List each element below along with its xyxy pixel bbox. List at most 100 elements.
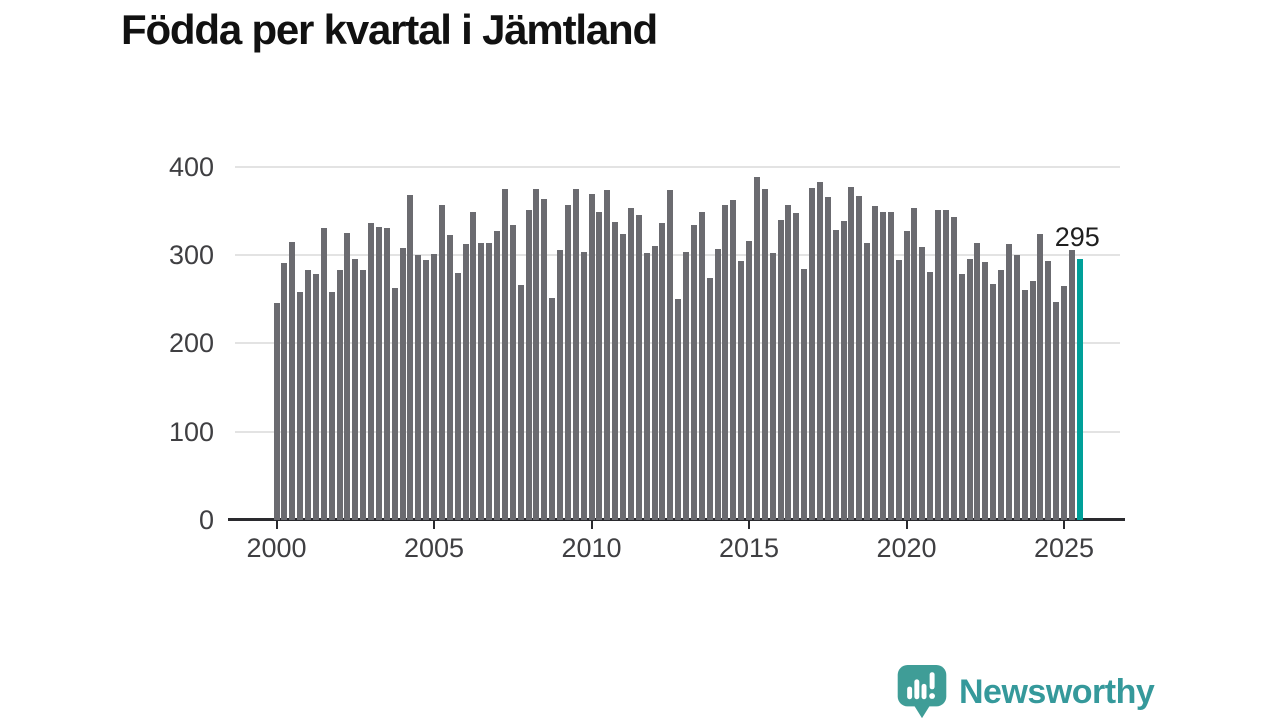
bar — [942, 209, 949, 520]
y-axis-label-100: 100 — [168, 416, 214, 447]
bar — [698, 211, 705, 520]
bar — [580, 252, 587, 520]
bar — [1045, 261, 1052, 520]
bar — [966, 259, 973, 520]
bar — [1061, 285, 1067, 520]
bar — [517, 284, 524, 520]
brand-footer: Newsworthy — [895, 664, 1155, 720]
x-axis-tick-2025 — [1063, 521, 1065, 529]
bar — [328, 291, 335, 520]
bar — [588, 193, 595, 520]
bar — [667, 190, 674, 520]
bar — [714, 248, 721, 520]
y-axis-label-400: 400 — [168, 151, 214, 182]
bar — [950, 216, 957, 520]
x-axis-label-2010: 2010 — [561, 533, 622, 563]
newsworthy-logo-icon — [897, 665, 947, 719]
bar — [289, 241, 296, 520]
x-axis-label-2025: 2025 — [1033, 533, 1095, 563]
bar — [273, 303, 280, 520]
bar — [564, 204, 571, 520]
highlight-value-label: 295 — [1054, 222, 1100, 253]
bar — [785, 204, 792, 520]
bar — [620, 233, 626, 520]
x-axis-label-2000: 2000 — [246, 533, 307, 563]
bar — [864, 242, 871, 520]
bar — [1021, 290, 1028, 520]
bar — [683, 252, 689, 520]
bar — [1029, 281, 1036, 520]
bar — [478, 242, 485, 520]
bar — [612, 222, 619, 520]
bar — [509, 224, 516, 520]
bar — [919, 246, 926, 520]
bar — [753, 177, 760, 520]
x-axis-label-2020: 2020 — [876, 533, 937, 563]
bar — [635, 215, 642, 520]
chart-title: Födda per kvartal i Jämtland — [121, 6, 658, 53]
bar — [557, 250, 563, 520]
bar — [911, 208, 918, 520]
bar — [1037, 233, 1044, 520]
bar — [722, 205, 729, 520]
bar-chart-plot: 0 100 200 300 400 2000 2005 2010 2015 2020 2025 295 — [168, 151, 1125, 563]
bar — [533, 188, 540, 520]
bar — [604, 190, 611, 520]
bar — [793, 213, 800, 520]
bar — [336, 269, 343, 520]
bar — [974, 243, 981, 520]
bar — [391, 287, 398, 520]
bar — [801, 269, 808, 520]
bar — [816, 182, 823, 520]
bar — [572, 189, 579, 520]
bar — [375, 226, 382, 520]
bar — [1053, 301, 1060, 520]
bar — [399, 247, 406, 520]
bar — [486, 242, 493, 520]
bar — [982, 261, 989, 520]
bar — [848, 186, 855, 520]
y-axis-label-300: 300 — [168, 239, 214, 270]
bar — [706, 277, 713, 520]
bar — [856, 195, 863, 520]
bar — [407, 194, 414, 520]
bar — [297, 291, 304, 520]
bar — [761, 188, 768, 520]
x-axis-tick-2000 — [275, 521, 278, 529]
brand-name: Newsworthy — [959, 672, 1155, 711]
bar — [777, 220, 784, 520]
bar — [494, 231, 500, 520]
bar — [312, 274, 319, 520]
bar — [872, 206, 878, 520]
bar — [824, 196, 831, 520]
bar — [832, 230, 839, 520]
highlighted-bar — [1076, 259, 1083, 520]
bar — [675, 299, 682, 520]
bar — [1013, 254, 1020, 520]
bar — [431, 253, 437, 520]
bar — [446, 234, 453, 520]
x-axis-label-2015: 2015 — [718, 533, 780, 563]
bar — [549, 298, 556, 520]
bar — [659, 223, 666, 520]
bar — [470, 211, 477, 520]
bar — [990, 284, 997, 520]
bar — [958, 274, 965, 520]
x-axis-tick-2005 — [433, 521, 435, 529]
y-axis-label-0: 0 — [198, 505, 214, 535]
bar — [651, 246, 658, 520]
bar — [541, 199, 548, 520]
bar — [454, 273, 461, 520]
bar — [415, 254, 422, 520]
gridline-y-400 — [235, 165, 1120, 168]
bar — [1068, 249, 1075, 520]
bar — [462, 244, 469, 520]
bar — [895, 260, 902, 520]
bar — [769, 253, 776, 520]
bar — [438, 205, 445, 520]
bar — [281, 262, 288, 520]
bar — [352, 259, 359, 520]
bar — [305, 269, 311, 520]
bar — [1005, 244, 1012, 520]
bar — [879, 212, 886, 520]
